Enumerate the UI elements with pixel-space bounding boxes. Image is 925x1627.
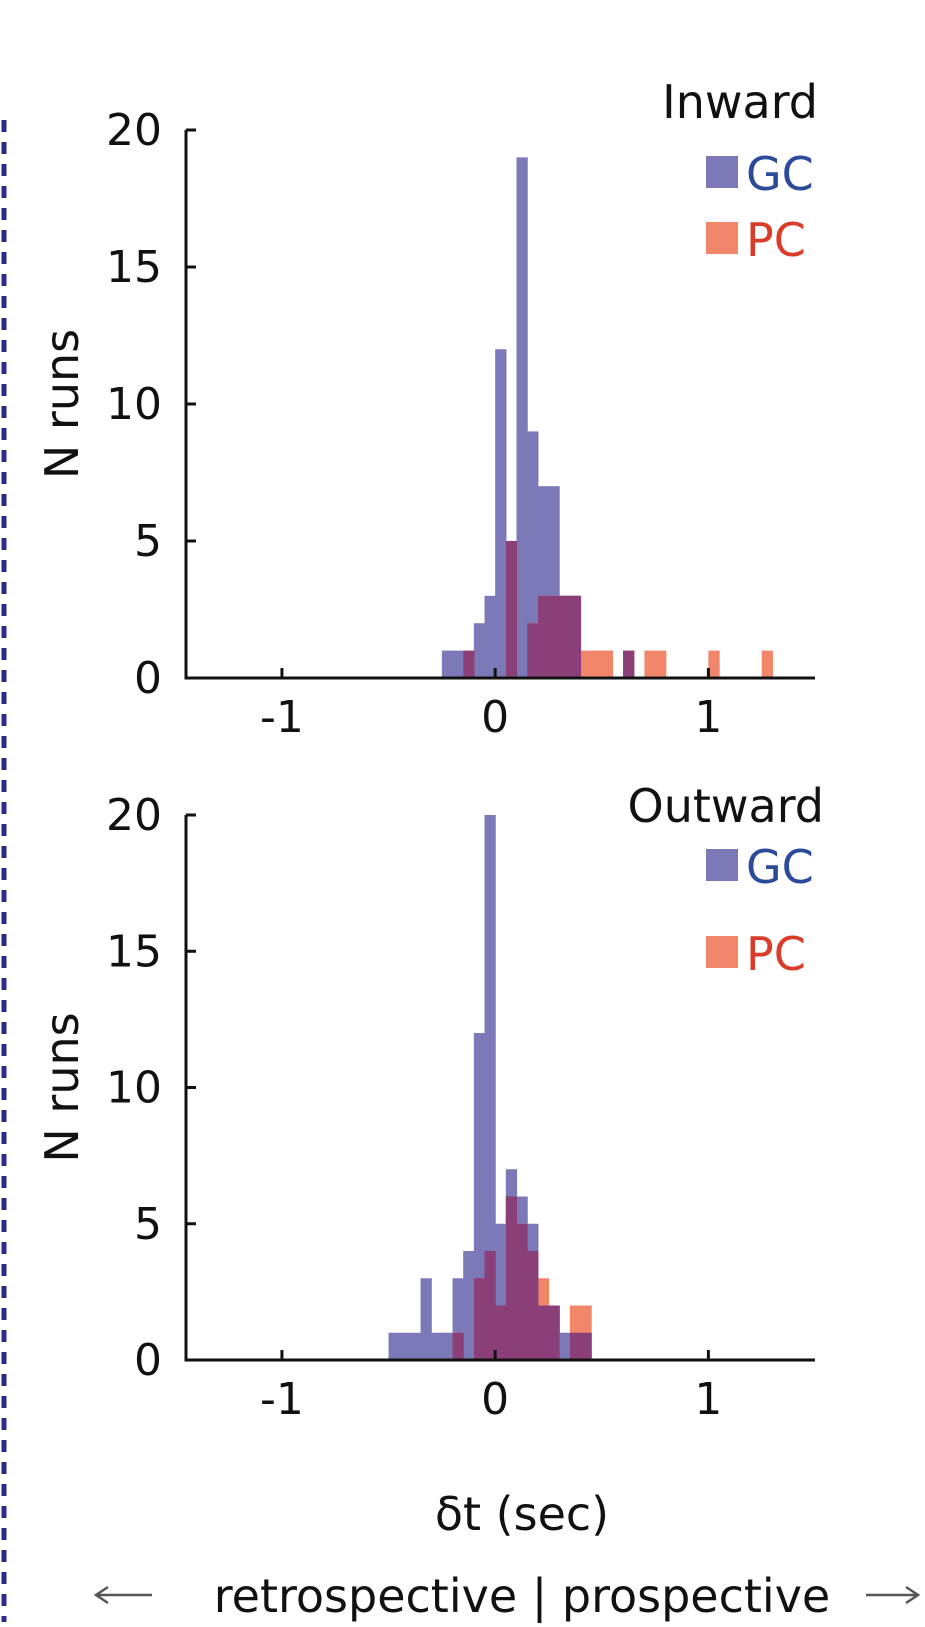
overlap-bar	[505, 1196, 518, 1360]
y-axis-label: N runs	[35, 329, 89, 479]
overlap-bar	[580, 1332, 592, 1360]
gc-bar	[527, 431, 539, 678]
gc-bar	[463, 1251, 475, 1360]
legend-gc-label: GC	[746, 147, 814, 201]
x-axis-label: δt (sec)	[435, 1487, 609, 1541]
gc-bar	[484, 815, 496, 1360]
gc-bar	[537, 486, 550, 678]
y-tick-label: 0	[134, 1335, 162, 1386]
y-tick-label: 15	[106, 242, 162, 293]
legend-pc-swatch	[706, 222, 738, 254]
panel-title: Outward	[627, 779, 824, 833]
x-tick-label: 0	[481, 692, 509, 743]
x-tick-label: -1	[260, 1374, 304, 1425]
pc-bar	[644, 650, 656, 678]
overlap-bar	[623, 650, 635, 678]
legend-gc-swatch	[706, 849, 738, 881]
pc-bar	[580, 650, 592, 678]
x-tick-label: -1	[260, 692, 304, 743]
gc-bar	[495, 349, 507, 678]
direction-note: retrospective | prospective	[214, 1569, 830, 1624]
gc-bar	[388, 1332, 400, 1360]
gc-bar	[559, 1332, 571, 1360]
panel-inward: 0 5 10 15 20 -1 0 1 N runs Inward GC PC	[35, 75, 818, 743]
y-tick-label: 5	[134, 1199, 162, 1250]
legend-pc-label: PC	[746, 927, 806, 981]
x-tick-label: 0	[481, 1374, 509, 1425]
gc-bar	[516, 157, 528, 678]
panel-title: Inward	[662, 75, 818, 129]
legend-gc-label: GC	[746, 840, 814, 894]
gc-bar	[441, 1332, 454, 1360]
overlap-bar	[484, 1251, 496, 1360]
retrospective-arrow	[93, 1585, 152, 1605]
overlap-bar	[505, 541, 518, 678]
gc-bar	[484, 595, 496, 678]
overlap-bar	[473, 1278, 486, 1360]
pc-bar	[708, 650, 720, 678]
y-tick-label: 10	[106, 1063, 162, 1114]
gc-bar	[420, 1278, 432, 1360]
y-tick-label: 15	[106, 926, 162, 977]
legend-pc-label: PC	[746, 213, 806, 267]
prospective-arrow	[866, 1585, 921, 1605]
pc-bar	[655, 650, 667, 678]
x-tick-label: 1	[694, 692, 722, 743]
overlap-bar	[569, 1332, 582, 1360]
overlap-bar	[537, 1305, 550, 1360]
overlap-bar	[548, 1305, 560, 1360]
gc-bar	[473, 623, 486, 678]
overlap-bar	[569, 595, 582, 678]
panel-outward: 0 5 10 15 20 -1 0 1 N runs Outward GC PC	[35, 779, 824, 1425]
overlap-bar	[516, 1223, 528, 1360]
gc-bar	[409, 1332, 422, 1360]
overlap-bar	[537, 595, 550, 678]
pc-bar	[591, 650, 603, 678]
x-tick-label: 1	[694, 1374, 722, 1425]
y-tick-label: 0	[134, 653, 162, 704]
overlap-bar	[463, 650, 475, 678]
gc-bar	[495, 1223, 507, 1360]
overlap-bar	[495, 1305, 507, 1360]
y-tick-label: 5	[134, 516, 162, 567]
y-tick-label: 20	[106, 790, 162, 841]
gc-bar	[548, 486, 560, 678]
overlap-bar	[548, 595, 560, 678]
gc-bar	[452, 1278, 464, 1360]
gc-bar	[431, 1332, 443, 1360]
y-tick-label: 20	[106, 105, 162, 156]
legend-pc-swatch	[706, 936, 738, 968]
overlap-bar	[559, 595, 571, 678]
pc-bar	[601, 650, 614, 678]
overlap-bar	[527, 623, 539, 678]
legend-gc-swatch	[706, 156, 738, 188]
gc-bar	[452, 650, 464, 678]
pc-bar	[761, 650, 773, 678]
overlap-bar	[527, 1251, 539, 1360]
gc-bar	[399, 1332, 411, 1360]
gc-bar	[473, 1033, 486, 1360]
gc-bar	[441, 650, 454, 678]
overlap-bar	[452, 1332, 464, 1360]
y-tick-label: 10	[106, 379, 162, 430]
y-axis-label: N runs	[35, 1012, 89, 1162]
